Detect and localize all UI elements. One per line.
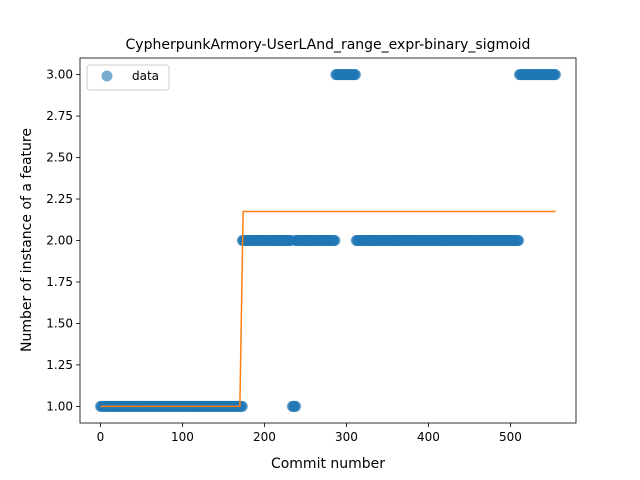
x-tick-label: 400: [417, 430, 440, 444]
data-point: [513, 235, 525, 246]
y-axis: 1.00 1.25 1.50 1.75 2.00 2.25 2.50 2.75 3.00: [46, 68, 80, 413]
fit-line: [100, 210, 556, 408]
x-tick-label: 0: [97, 430, 105, 444]
x-tick-label: 500: [499, 430, 522, 444]
data-point: [550, 69, 562, 81]
y-tick-label: 2.25: [46, 192, 73, 206]
chart-title: CypherpunkArmory-UserLAnd_range_expr-bin…: [126, 37, 531, 53]
legend-marker-data: [101, 70, 113, 82]
y-axis-label: Number of instance of a feature: [19, 128, 35, 352]
y-tick-label: 2.75: [46, 109, 73, 123]
data-point: [329, 235, 341, 246]
data-point: [349, 69, 361, 81]
x-tick-label: 300: [335, 430, 358, 444]
y-tick-label: 1.75: [46, 275, 73, 289]
y-tick-label: 1.25: [46, 358, 73, 372]
x-tick-label: 100: [171, 430, 194, 444]
series-layer: [94, 69, 562, 412]
y-tick-label: 1.00: [46, 399, 73, 413]
legend: data: [86, 64, 170, 91]
x-tick-label: 200: [253, 430, 276, 444]
y-tick-label: 1.50: [46, 316, 73, 330]
x-axis-label: Commit number: [271, 456, 385, 472]
data-point: [290, 400, 302, 412]
legend-label-data: data: [132, 69, 159, 83]
y-tick-label: 2.50: [46, 151, 73, 165]
y-tick-label: 2.00: [46, 234, 73, 248]
plot-area: [94, 69, 562, 412]
y-tick-label: 3.00: [46, 68, 73, 82]
x-axis: 0 100 200 300 400 500: [97, 423, 522, 444]
